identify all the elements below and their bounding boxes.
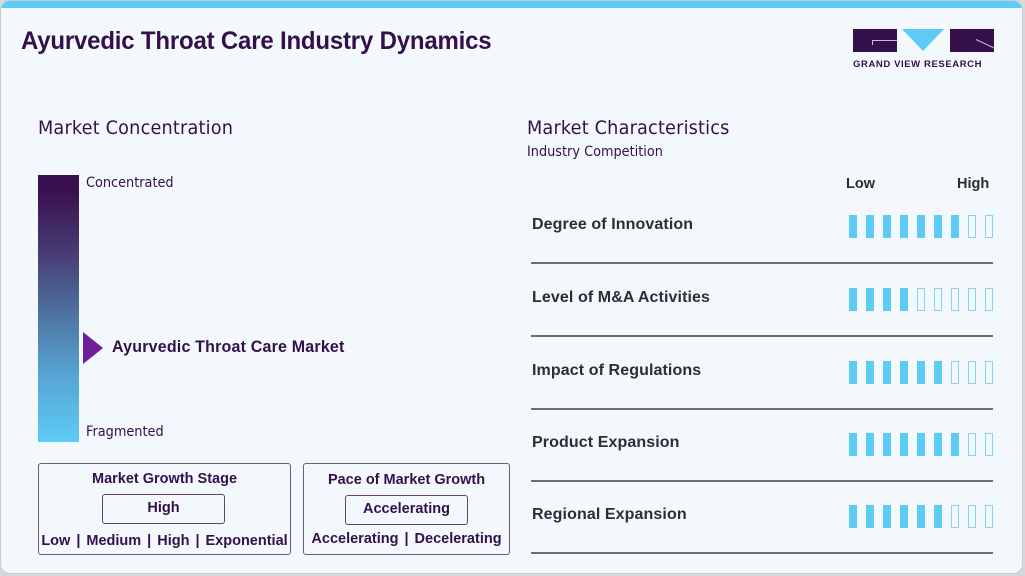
empty-level-bar <box>968 361 976 384</box>
industry-competition-subheading: Industry Competition <box>527 144 663 160</box>
option-exponential: Exponential <box>205 533 288 549</box>
filled-level-bar <box>951 433 959 456</box>
growth-stage-title: Market Growth Stage <box>91 471 238 487</box>
row-label: Regional Expansion <box>532 506 687 523</box>
empty-level-bar <box>985 505 993 528</box>
grand-view-research-logo: GRAND VIEW RESEARCH <box>853 29 995 74</box>
empty-level-bar <box>985 288 993 311</box>
fragmented-label: Fragmented <box>86 424 164 440</box>
row-label: Impact of Regulations <box>532 362 702 379</box>
option-decelerating: Decelerating <box>414 531 502 547</box>
pace-title: Pace of Market Growth <box>327 472 486 488</box>
page-title: Ayurvedic Throat Care Industry Dynamics <box>21 27 492 55</box>
filled-level-bar <box>866 505 874 528</box>
row-label: Product Expansion <box>532 434 680 451</box>
row-divider <box>531 335 993 337</box>
concentration-gradient-scale <box>38 175 79 442</box>
empty-level-bar <box>951 288 959 311</box>
logo-text: GRAND VIEW RESEARCH <box>853 59 983 70</box>
market-characteristics-heading: Market Characteristics <box>527 117 730 139</box>
level-meter <box>849 288 993 311</box>
top-accent-bar <box>1 1 1022 8</box>
filled-level-bar <box>951 215 959 238</box>
market-growth-stage-box: Market Growth Stage High Low | Medium | High… <box>38 463 291 555</box>
filled-level-bar <box>900 505 908 528</box>
level-meter <box>849 505 993 528</box>
empty-level-bar <box>951 361 959 384</box>
empty-level-bar <box>968 215 976 238</box>
filled-level-bar <box>883 433 891 456</box>
option-low: Low <box>41 533 71 549</box>
level-meter <box>849 215 993 238</box>
logo-g-mark-icon <box>853 29 897 52</box>
empty-level-bar <box>917 288 925 311</box>
filled-level-bar <box>934 361 942 384</box>
pace-of-growth-box: Pace of Market Growth Accelerating Accel… <box>303 463 510 555</box>
filled-level-bar <box>900 433 908 456</box>
filled-level-bar <box>900 361 908 384</box>
pace-options: Accelerating | Decelerating <box>311 531 502 547</box>
empty-level-bar <box>985 433 993 456</box>
empty-level-bar <box>968 505 976 528</box>
filled-level-bar <box>849 215 857 238</box>
empty-level-bar <box>985 361 993 384</box>
logo-r-mark-icon <box>950 29 994 52</box>
level-meter <box>849 361 993 384</box>
option-accelerating: Accelerating <box>311 531 399 547</box>
option-high: High <box>157 533 190 549</box>
filled-level-bar <box>866 288 874 311</box>
level-meter <box>849 433 993 456</box>
filled-level-bar <box>849 433 857 456</box>
filled-level-bar <box>883 288 891 311</box>
filled-level-bar <box>934 215 942 238</box>
logo-v-triangle-icon <box>902 29 944 51</box>
filled-level-bar <box>849 505 857 528</box>
filled-level-bar <box>934 505 942 528</box>
market-concentration-heading: Market Concentration <box>38 117 234 139</box>
filled-level-bar <box>883 505 891 528</box>
filled-level-bar <box>900 288 908 311</box>
filled-level-bar <box>917 215 925 238</box>
filled-level-bar <box>917 361 925 384</box>
empty-level-bar <box>968 288 976 311</box>
scale-high-label: High <box>957 176 990 192</box>
filled-level-bar <box>934 433 942 456</box>
filled-level-bar <box>883 361 891 384</box>
filled-level-bar <box>866 215 874 238</box>
filled-level-bar <box>866 361 874 384</box>
market-pointer-icon <box>83 332 103 364</box>
market-marker-label: Ayurvedic Throat Care Market <box>112 338 345 356</box>
row-label: Degree of Innovation <box>532 216 694 233</box>
filled-level-bar <box>900 215 908 238</box>
filled-level-bar <box>883 215 891 238</box>
filled-level-bar <box>866 433 874 456</box>
option-medium: Medium <box>86 533 142 549</box>
growth-stage-options: Low | Medium | High | Exponential <box>41 533 288 549</box>
filled-level-bar <box>849 288 857 311</box>
row-divider <box>531 408 993 410</box>
scale-low-label: Low <box>846 176 875 192</box>
filled-level-bar <box>917 505 925 528</box>
row-divider <box>531 262 993 264</box>
pace-value: Accelerating <box>345 495 468 525</box>
row-label: Level of M&A Activities <box>532 289 711 306</box>
concentrated-label: Concentrated <box>86 175 174 191</box>
empty-level-bar <box>934 288 942 311</box>
empty-level-bar <box>968 433 976 456</box>
row-divider <box>531 480 993 482</box>
row-divider <box>531 552 993 554</box>
empty-level-bar <box>951 505 959 528</box>
empty-level-bar <box>985 215 993 238</box>
filled-level-bar <box>917 433 925 456</box>
filled-level-bar <box>849 361 857 384</box>
growth-stage-value: High <box>102 494 225 524</box>
